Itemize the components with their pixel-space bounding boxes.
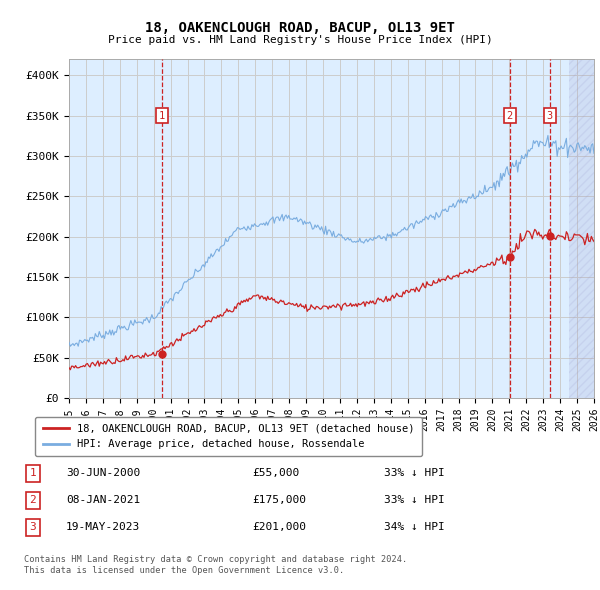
Text: 30-JUN-2000: 30-JUN-2000: [66, 468, 140, 478]
Text: 1: 1: [159, 110, 165, 120]
Text: 18, OAKENCLOUGH ROAD, BACUP, OL13 9ET: 18, OAKENCLOUGH ROAD, BACUP, OL13 9ET: [145, 21, 455, 35]
Text: £55,000: £55,000: [252, 468, 299, 478]
Text: £201,000: £201,000: [252, 523, 306, 532]
Text: 2: 2: [507, 110, 513, 120]
Text: 3: 3: [29, 523, 37, 532]
Text: Price paid vs. HM Land Registry's House Price Index (HPI): Price paid vs. HM Land Registry's House …: [107, 35, 493, 45]
Text: Contains HM Land Registry data © Crown copyright and database right 2024.: Contains HM Land Registry data © Crown c…: [24, 555, 407, 563]
Text: £175,000: £175,000: [252, 496, 306, 505]
Text: This data is licensed under the Open Government Licence v3.0.: This data is licensed under the Open Gov…: [24, 566, 344, 575]
Text: 34% ↓ HPI: 34% ↓ HPI: [384, 523, 445, 532]
Text: 1: 1: [29, 468, 37, 478]
Bar: [569, 59, 594, 398]
Legend: 18, OAKENCLOUGH ROAD, BACUP, OL13 9ET (detached house), HPI: Average price, deta: 18, OAKENCLOUGH ROAD, BACUP, OL13 9ET (d…: [35, 417, 422, 457]
Text: 19-MAY-2023: 19-MAY-2023: [66, 523, 140, 532]
Text: 3: 3: [547, 110, 553, 120]
Text: 08-JAN-2021: 08-JAN-2021: [66, 496, 140, 505]
Text: 33% ↓ HPI: 33% ↓ HPI: [384, 496, 445, 505]
Text: 2: 2: [29, 496, 37, 505]
Text: 33% ↓ HPI: 33% ↓ HPI: [384, 468, 445, 478]
